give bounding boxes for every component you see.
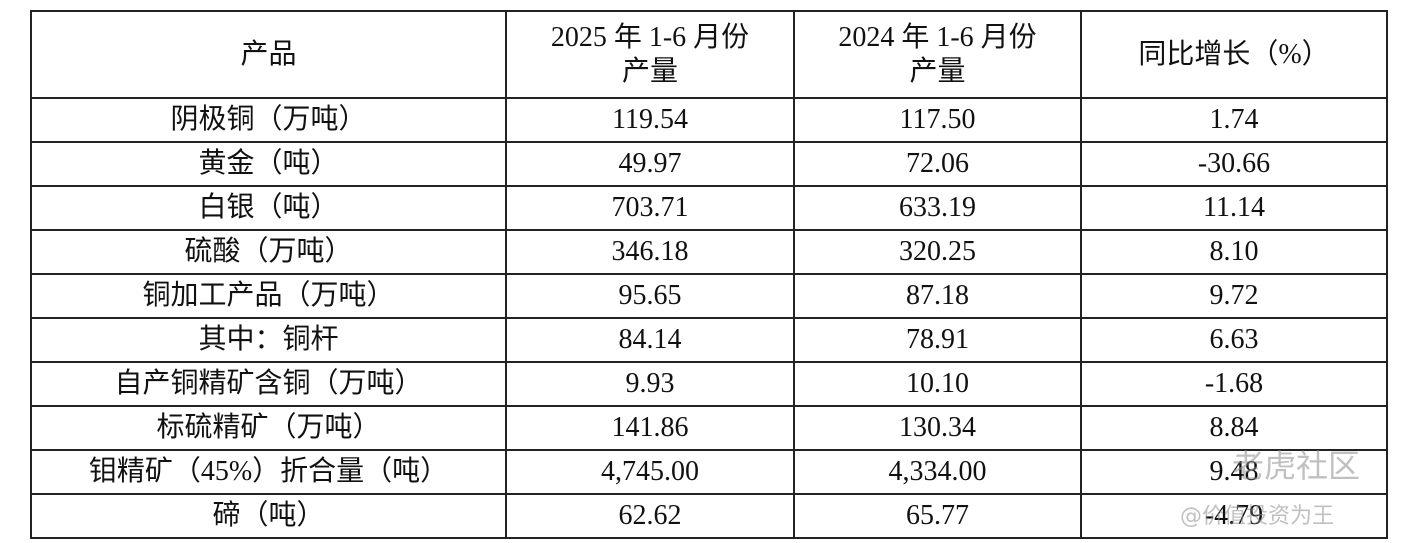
value-cell: 6.63 [1080, 317, 1388, 363]
value-cell: 9.48 [1080, 449, 1388, 495]
watermark-author: @价值投资为王 [1180, 504, 1335, 529]
watermark-brand: 老虎社区 [1232, 447, 1361, 485]
header-text: 产量 [909, 55, 966, 87]
value-cell: 9.93 [505, 361, 795, 407]
value-cell: 119.54 [505, 97, 795, 143]
value-cell: 130.34 [793, 405, 1082, 451]
product-cell: 黄金（吨） [30, 141, 507, 187]
data-row: 白银（吨） 703.71 633.19 11.14 [30, 185, 1388, 231]
product-cell: 碲（吨） [30, 493, 507, 539]
value-cell: 72.06 [793, 141, 1082, 187]
production-table: 产品 2025 年 1-6 月份 产量 2024 年 1-6 月份 产量 同比增长（%）阴… [30, 10, 1388, 539]
value-cell: 4,745.00 [505, 449, 795, 495]
header-text: 2024 年 1-6 月份 [838, 21, 1037, 53]
product-cell: 铜加工产品（万吨） [30, 273, 507, 319]
product-cell: 白银（吨） [30, 185, 507, 231]
header-cell: 2024 年 1-6 月份 产量 [793, 10, 1082, 99]
data-row: 其中：铜杆 84.14 78.91 6.63 [30, 317, 1388, 363]
data-row: 硫酸（万吨） 346.18 320.25 8.10 [30, 229, 1388, 275]
header-text: 2025 年 1-6 月份 [550, 21, 750, 53]
value-cell: 346.18 [505, 229, 795, 275]
value-cell: 84.14 [505, 317, 795, 363]
value-cell: 320.25 [793, 229, 1082, 275]
value-cell: 11.14 [1080, 185, 1388, 231]
value-cell: -4.79 [1080, 493, 1388, 539]
value-cell: 9.72 [1080, 273, 1388, 319]
header-row: 产品 2025 年 1-6 月份 产量 2024 年 1-6 月份 产量 同比增长（%） [30, 10, 1388, 99]
value-cell: -30.66 [1080, 141, 1388, 187]
value-cell: 8.10 [1080, 229, 1388, 275]
header-cell: 产品 [30, 10, 507, 99]
product-cell: 自产铜精矿含铜（万吨） [30, 361, 507, 407]
product-cell: 标硫精矿（万吨） [30, 405, 507, 451]
header-text: 同比增长（%） [1138, 38, 1330, 70]
data-row: 黄金（吨） 49.97 72.06 -30.66 [30, 141, 1388, 187]
header-text: 产品 [240, 38, 297, 70]
data-row: 标硫精矿（万吨） 141.86 130.34 8.84 [30, 405, 1388, 451]
data-row: 自产铜精矿含铜（万吨） 9.93 10.10 -1.68 [30, 361, 1388, 407]
table-body: 产品 2025 年 1-6 月份 产量 2024 年 1-6 月份 产量 同比增长（%）阴… [30, 10, 1388, 539]
data-row: 碲（吨） 62.62 65.77 -4.79 [30, 493, 1388, 539]
value-cell: 703.71 [505, 185, 795, 231]
header-cell: 2025 年 1-6 月份 产量 [505, 10, 795, 99]
header-text: 产量 [621, 55, 678, 87]
value-cell: 633.19 [793, 185, 1082, 231]
value-cell: 117.50 [793, 97, 1082, 143]
data-row: 铜加工产品（万吨） 95.65 87.18 9.72 [30, 273, 1388, 319]
value-cell: 4,334.00 [793, 449, 1082, 495]
value-cell: 62.62 [505, 493, 795, 539]
product-cell: 其中：铜杆 [30, 317, 507, 363]
product-cell: 钼精矿（45%）折合量（吨） [30, 449, 507, 495]
value-cell: 10.10 [793, 361, 1082, 407]
data-row: 阴极铜（万吨） 119.54 117.50 1.74 [30, 97, 1388, 143]
value-cell: 95.65 [505, 273, 795, 319]
value-cell: 49.97 [505, 141, 795, 187]
header-cell: 同比增长（%） [1080, 10, 1388, 99]
product-cell: 硫酸（万吨） [30, 229, 507, 275]
value-cell: -1.68 [1080, 361, 1388, 407]
value-cell: 8.84 [1080, 405, 1388, 451]
value-cell: 78.91 [793, 317, 1082, 363]
value-cell: 141.86 [505, 405, 795, 451]
value-cell: 87.18 [793, 273, 1082, 319]
value-cell: 1.74 [1080, 97, 1388, 143]
product-cell: 阴极铜（万吨） [30, 97, 507, 143]
data-row: 钼精矿（45%）折合量（吨） 4,745.00 4,334.00 9.48 [30, 449, 1388, 495]
value-cell: 65.77 [793, 493, 1082, 539]
